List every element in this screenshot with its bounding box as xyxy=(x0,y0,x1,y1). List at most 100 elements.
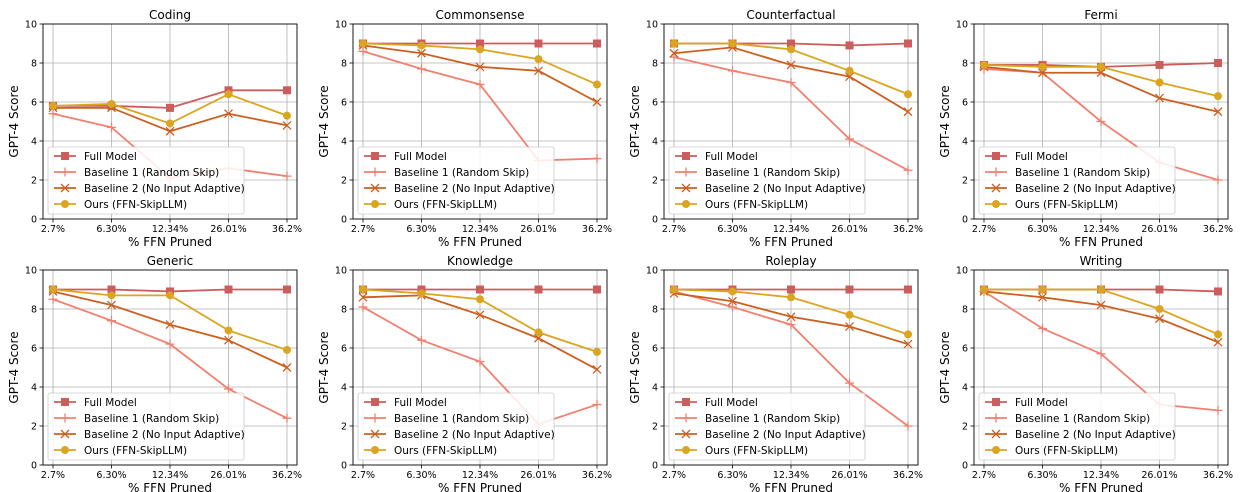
legend-label: Baseline 1 (Random Skip) xyxy=(84,167,219,179)
x-axis-label: % FFN Pruned xyxy=(128,481,212,492)
x-tick-label: 12.34% xyxy=(152,224,188,235)
y-tick-label: 0 xyxy=(31,215,37,226)
data-point xyxy=(534,55,543,64)
x-tick-label: 36.2% xyxy=(582,470,612,481)
data-point xyxy=(592,364,602,374)
legend-marker xyxy=(371,200,379,208)
data-point xyxy=(1096,300,1106,310)
x-tick-label: 36.2% xyxy=(893,470,923,481)
x-tick-label: 12.34% xyxy=(462,224,498,235)
subplot-commonsense: 0 2 4 6 8 10 2.7% 6.30% 12.34% 26.01% 36.2% % FFN P… xyxy=(317,8,612,249)
y-tick-label: 2 xyxy=(341,422,347,433)
y-axis-label: GPT-4 Score xyxy=(7,85,21,157)
panel-title: Coding xyxy=(149,8,191,22)
legend-box xyxy=(357,392,555,461)
data-point xyxy=(903,107,913,117)
data-point xyxy=(358,302,368,312)
series-full-model xyxy=(670,285,912,294)
legend-box xyxy=(978,392,1176,461)
x-tick-label: 6.30% xyxy=(96,470,126,481)
x-tick-label: 2.7% xyxy=(972,224,996,235)
data-point xyxy=(786,320,796,330)
data-point xyxy=(165,126,175,136)
data-point xyxy=(1096,117,1106,126)
y-tick-label: 0 xyxy=(962,215,968,226)
y-tick-label: 4 xyxy=(341,383,347,394)
y-tick-label: 10 xyxy=(956,20,968,31)
series-ours-ffn-skipllm xyxy=(49,90,291,128)
legend-label: Full Model xyxy=(394,397,447,409)
y-tick-label: 4 xyxy=(31,137,37,148)
data-point xyxy=(417,335,426,345)
y-tick-label: 6 xyxy=(652,344,658,355)
data-point xyxy=(166,103,174,112)
legend-marker xyxy=(681,167,691,177)
legend-label: Baseline 1 (Random Skip) xyxy=(1015,413,1150,425)
legend-item: Baseline 1 (Random Skip) xyxy=(364,413,529,425)
y-tick-label: 6 xyxy=(341,98,347,109)
series-baseline-2-no-input-adaptive xyxy=(358,290,602,374)
x-axis-label: % FFN Pruned xyxy=(1059,235,1143,249)
x-tick-label: 36.2% xyxy=(893,224,923,235)
data-point xyxy=(787,293,795,302)
data-point xyxy=(786,78,796,87)
x-tick-label: 6.30% xyxy=(406,470,436,481)
data-point xyxy=(1038,68,1047,78)
y-tick-label: 10 xyxy=(25,266,37,277)
x-tick-label: 2.7% xyxy=(41,470,65,481)
panel-title: Commonsense xyxy=(436,8,525,22)
y-axis-label: GPT-4 Score xyxy=(7,331,21,403)
x-tick-label: 6.30% xyxy=(717,224,747,235)
x-tick-label: 12.34% xyxy=(152,470,188,481)
legend-item: Ours (FFN-SkipLLM) xyxy=(364,199,497,211)
data-point xyxy=(1097,285,1105,294)
data-point xyxy=(1213,337,1223,347)
legend-label: Ours (FFN-SkipLLM) xyxy=(705,445,808,457)
x-tick-label: 12.34% xyxy=(1083,470,1119,481)
data-point xyxy=(904,90,912,99)
legend-marker xyxy=(370,429,380,439)
legend-label: Baseline 1 (Random Skip) xyxy=(1015,167,1150,179)
data-point xyxy=(1214,330,1222,339)
legend-item: Ours (FFN-SkipLLM) xyxy=(985,445,1118,457)
data-point xyxy=(282,363,292,372)
y-tick-label: 8 xyxy=(341,59,347,70)
x-tick-label: 2.7% xyxy=(662,224,686,235)
x-tick-label: 26.01% xyxy=(520,224,556,235)
data-point xyxy=(1096,349,1106,359)
series-ours-ffn-skipllm xyxy=(670,285,912,339)
data-point xyxy=(417,289,426,298)
legend: Full Model Baseline 1 (Random Skip) Baseli… xyxy=(668,146,866,215)
series-ours-ffn-skipllm xyxy=(359,39,601,89)
legend-item: Baseline 1 (Random Skip) xyxy=(675,413,840,425)
data-point xyxy=(1038,285,1047,294)
legend-label: Baseline 2 (No Input Adaptive) xyxy=(705,183,866,195)
y-axis-label: GPT-4 Score xyxy=(628,85,642,157)
legend-item: Full Model xyxy=(364,397,447,409)
data-point xyxy=(224,90,233,99)
legend-label: Ours (FFN-SkipLLM) xyxy=(394,445,497,457)
legend: Full Model Baseline 1 (Random Skip) Baseli… xyxy=(47,392,245,461)
y-tick-label: 10 xyxy=(335,266,347,277)
legend-item: Ours (FFN-SkipLLM) xyxy=(54,199,187,211)
data-point xyxy=(417,48,426,58)
y-tick-label: 8 xyxy=(962,59,968,70)
x-tick-label: 6.30% xyxy=(717,470,747,481)
data-point xyxy=(475,357,485,367)
legend-label: Full Model xyxy=(1015,397,1068,409)
data-point xyxy=(283,285,291,294)
data-point xyxy=(49,285,57,294)
data-point xyxy=(1213,107,1223,117)
x-tick-label: 26.01% xyxy=(831,470,867,481)
y-axis-label: GPT-4 Score xyxy=(938,85,952,157)
series-baseline-1-random-skip xyxy=(358,46,602,165)
data-point xyxy=(592,97,602,107)
y-tick-label: 8 xyxy=(31,305,37,316)
x-tick-label: 2.7% xyxy=(972,470,996,481)
data-point xyxy=(107,300,116,310)
y-tick-label: 8 xyxy=(652,59,658,70)
data-point xyxy=(476,45,484,54)
y-tick-label: 2 xyxy=(341,176,347,187)
legend-item: Ours (FFN-SkipLLM) xyxy=(675,445,808,457)
data-point xyxy=(359,39,367,48)
